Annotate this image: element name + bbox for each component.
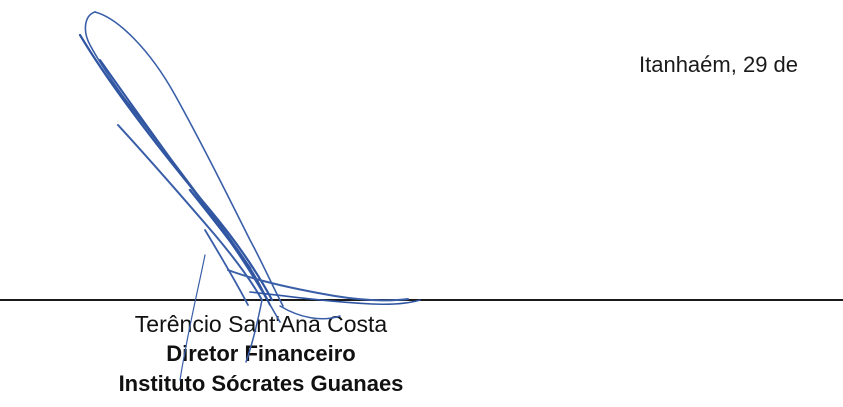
signer-name: Terêncio Sant'Ana Costa (134, 311, 388, 337)
place-date-text: Itanhaém, 29 de (639, 52, 799, 77)
signature-line (0, 299, 843, 301)
signer-organization: Instituto Sócrates Guanaes (118, 371, 404, 396)
signer-role: Diretor Financeiro (166, 341, 356, 366)
